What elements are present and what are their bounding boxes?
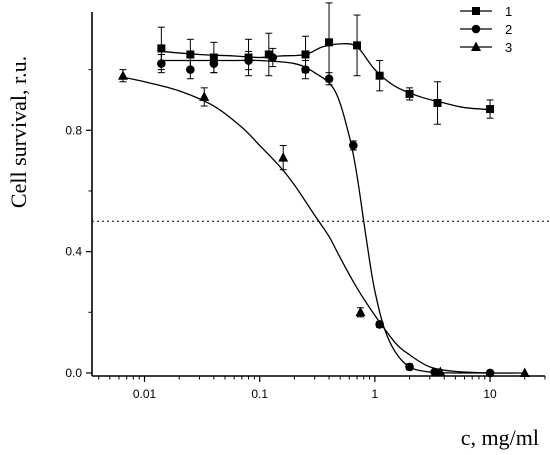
legend-marker-triangle xyxy=(471,41,481,51)
y-tick-label: 0.8 xyxy=(65,123,82,137)
data-point-series-3 xyxy=(519,367,530,377)
data-point-series-3 xyxy=(355,306,366,317)
y-tick-label: 0.4 xyxy=(65,245,82,259)
x-tick-label: 10 xyxy=(483,387,497,401)
data-point-series-2 xyxy=(157,59,166,68)
legend-marker-circle xyxy=(471,24,481,34)
data-point-series-3 xyxy=(199,91,210,101)
x-axis-title: c, mg/ml xyxy=(461,425,539,450)
data-point-series-2 xyxy=(244,56,253,65)
legend-marker-square xyxy=(472,7,480,15)
data-point-series-3 xyxy=(435,366,446,377)
data-point-series-1 xyxy=(375,71,384,80)
data-point-series-2 xyxy=(324,74,334,84)
data-point-series-1 xyxy=(301,50,310,59)
axis-ticks: 0.01 0.1 1 10 0.0 0.4 0.8 xyxy=(65,69,546,401)
x-tick-label: 0.01 xyxy=(133,387,157,401)
data-point-series-1 xyxy=(433,99,442,107)
data-point-series-1 xyxy=(186,50,195,59)
data-point-series-1 xyxy=(325,38,334,47)
data-point-series-2 xyxy=(349,141,358,150)
data-point-series-3 xyxy=(278,152,289,162)
legend-label: 1 xyxy=(505,4,512,19)
data-point-series-2 xyxy=(209,59,219,68)
data-point-series-2 xyxy=(485,368,495,378)
data-point-series-1 xyxy=(264,50,273,59)
x-tick-label: 1 xyxy=(372,387,379,401)
data-markers xyxy=(117,38,530,378)
data-point-series-1 xyxy=(209,53,218,62)
x-tick-label: 0.1 xyxy=(251,387,268,401)
data-point-series-2 xyxy=(375,320,384,329)
legend-label: 3 xyxy=(505,40,512,55)
legend-label: 2 xyxy=(505,22,512,37)
fit-curve-series-3 xyxy=(122,76,525,374)
data-point-series-1 xyxy=(157,44,166,53)
data-point-series-2 xyxy=(301,65,310,74)
data-point-series-1 xyxy=(405,89,414,98)
data-point-series-3 xyxy=(117,70,128,80)
legend: 1 2 3 xyxy=(460,4,512,55)
y-axis-title: Cell survival, r.u. xyxy=(6,56,31,208)
y-tick-label: 0.0 xyxy=(65,366,82,380)
data-point-series-1 xyxy=(486,105,495,114)
data-point-series-2 xyxy=(268,53,278,62)
data-point-series-2 xyxy=(405,362,414,372)
data-point-series-1 xyxy=(353,41,362,50)
data-point-series-2 xyxy=(186,65,195,74)
